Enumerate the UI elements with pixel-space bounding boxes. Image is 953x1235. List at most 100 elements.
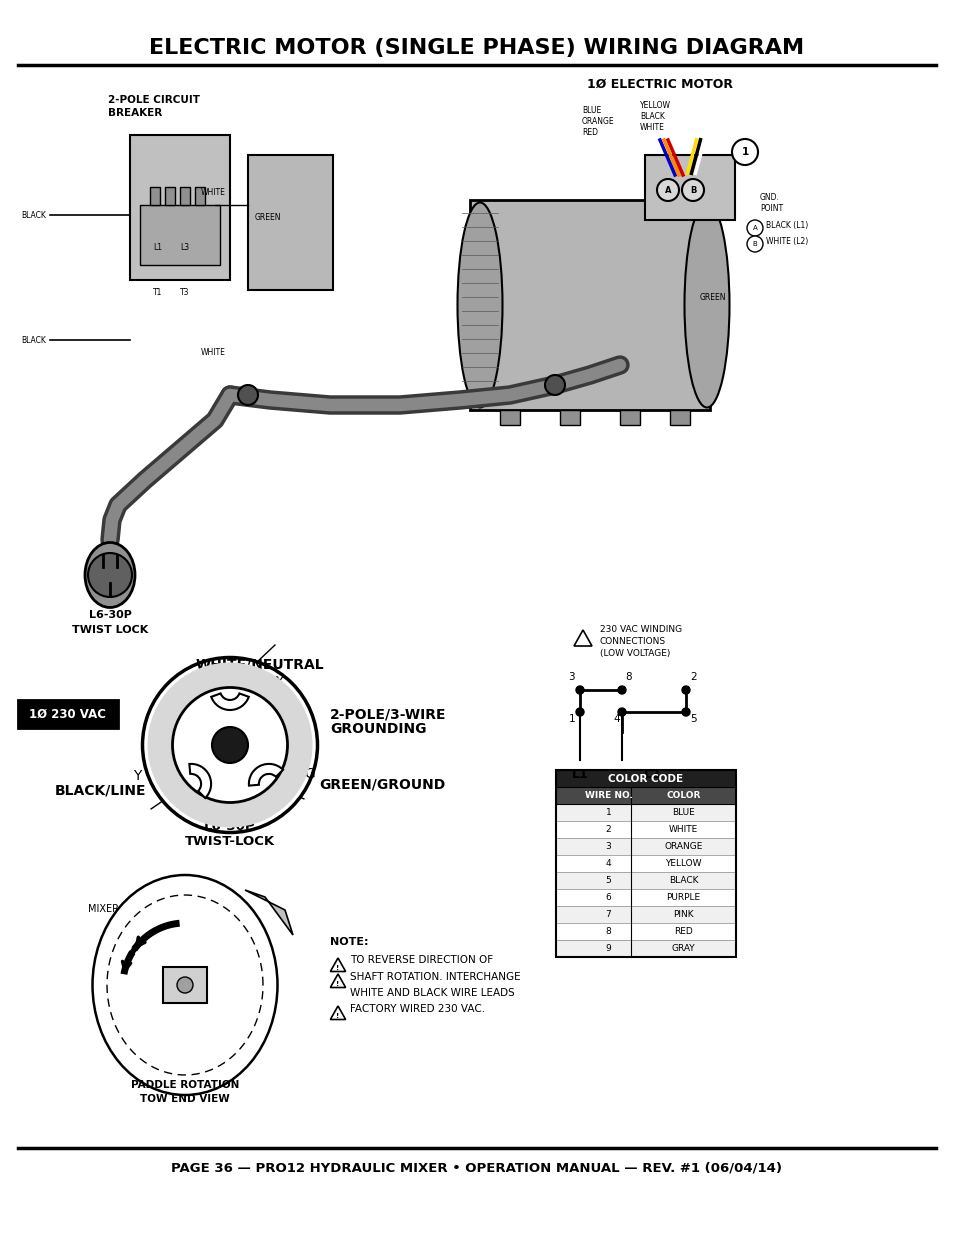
- Bar: [556, 855, 735, 872]
- Text: GREEN: GREEN: [700, 293, 726, 303]
- Text: T1: T1: [153, 288, 163, 296]
- Text: 1: 1: [605, 808, 611, 818]
- Bar: [499, 410, 519, 425]
- Text: GREEN: GREEN: [254, 212, 281, 222]
- Text: PADDLE ROTATION: PADDLE ROTATION: [131, 1079, 239, 1091]
- Text: WHITE (L2): WHITE (L2): [765, 237, 807, 246]
- Text: ELECTRIC MOTOR (SINGLE PHASE) WIRING DIAGRAM: ELECTRIC MOTOR (SINGLE PHASE) WIRING DIA…: [150, 38, 803, 58]
- Text: 2: 2: [689, 672, 696, 682]
- Text: BLACK: BLACK: [21, 336, 46, 345]
- Text: L2: L2: [643, 768, 659, 781]
- Circle shape: [576, 685, 583, 694]
- Polygon shape: [330, 974, 345, 988]
- Text: B: B: [752, 241, 757, 247]
- Text: CONNECTIONS: CONNECTIONS: [599, 637, 665, 646]
- Ellipse shape: [684, 203, 729, 408]
- Text: COLOR CODE: COLOR CODE: [608, 773, 683, 783]
- Text: BLUE: BLUE: [672, 808, 694, 818]
- Ellipse shape: [172, 688, 287, 803]
- Text: PURPLE: PURPLE: [666, 893, 700, 902]
- Bar: [165, 186, 174, 205]
- Text: 2: 2: [605, 825, 611, 834]
- Text: 5: 5: [605, 876, 611, 885]
- Text: 5: 5: [689, 714, 696, 724]
- Wedge shape: [189, 764, 211, 798]
- Text: 1Ø 230 VAC: 1Ø 230 VAC: [30, 708, 107, 720]
- Text: GRAY: GRAY: [671, 944, 695, 953]
- Text: 9: 9: [605, 944, 611, 953]
- Text: PINK: PINK: [673, 910, 693, 919]
- Text: X: X: [274, 676, 284, 689]
- Text: 7: 7: [605, 910, 611, 919]
- Bar: [180, 186, 190, 205]
- Text: WHITE: WHITE: [668, 825, 698, 834]
- Ellipse shape: [142, 657, 317, 832]
- Circle shape: [544, 375, 564, 395]
- Text: 6: 6: [605, 893, 611, 902]
- Text: WHITE AND BLACK WIRE LEADS: WHITE AND BLACK WIRE LEADS: [350, 988, 515, 998]
- Text: BLACK (L1): BLACK (L1): [765, 221, 807, 230]
- Bar: [556, 839, 735, 855]
- Bar: [644, 156, 734, 220]
- Text: 2: 2: [580, 637, 585, 643]
- Text: WHITE/NEUTRAL: WHITE/NEUTRAL: [195, 657, 324, 671]
- Text: L1: L1: [571, 768, 588, 781]
- Text: L3: L3: [180, 243, 190, 252]
- Ellipse shape: [148, 662, 313, 827]
- Text: 8: 8: [605, 927, 611, 936]
- Text: TO REVERSE DIRECTION OF: TO REVERSE DIRECTION OF: [350, 955, 493, 965]
- Bar: [556, 923, 735, 940]
- Circle shape: [618, 685, 625, 694]
- Bar: [669, 410, 689, 425]
- Bar: [556, 889, 735, 906]
- Bar: [130, 135, 230, 280]
- Text: POINT: POINT: [760, 204, 782, 212]
- Text: 1: 1: [568, 714, 575, 724]
- Ellipse shape: [457, 203, 502, 408]
- Text: FACTORY WIRED 230 VAC.: FACTORY WIRED 230 VAC.: [350, 1004, 485, 1014]
- Text: L6-30P: L6-30P: [89, 610, 132, 620]
- Text: 3: 3: [605, 842, 611, 851]
- Text: 8: 8: [624, 672, 631, 682]
- Circle shape: [746, 236, 762, 252]
- Bar: [556, 769, 735, 957]
- Text: 230 VAC WINDING: 230 VAC WINDING: [599, 625, 681, 634]
- Bar: [556, 769, 735, 787]
- Polygon shape: [574, 630, 592, 646]
- Text: GROUNDING: GROUNDING: [330, 722, 426, 736]
- Text: WHITE: WHITE: [200, 188, 225, 198]
- Circle shape: [746, 220, 762, 236]
- Text: Y: Y: [132, 769, 141, 783]
- Text: TWIST LOCK: TWIST LOCK: [71, 625, 148, 635]
- Circle shape: [657, 179, 679, 201]
- Bar: [559, 410, 579, 425]
- Text: WHITE: WHITE: [639, 124, 664, 132]
- Text: T3: T3: [180, 288, 190, 296]
- Text: COLOR: COLOR: [665, 790, 700, 800]
- Text: L1: L1: [153, 243, 162, 252]
- Circle shape: [681, 179, 703, 201]
- Bar: [163, 967, 207, 1003]
- Text: !: !: [336, 965, 339, 971]
- Bar: [556, 872, 735, 889]
- Bar: [556, 804, 735, 821]
- Circle shape: [681, 685, 689, 694]
- Text: GREEN/GROUND: GREEN/GROUND: [318, 777, 445, 790]
- Bar: [248, 156, 333, 290]
- Bar: [470, 200, 709, 410]
- Text: BREAKER: BREAKER: [108, 107, 162, 119]
- Text: 2-POLE/3-WIRE: 2-POLE/3-WIRE: [330, 706, 446, 721]
- Polygon shape: [330, 1007, 345, 1020]
- Text: 4: 4: [605, 860, 611, 868]
- Bar: [18, 700, 118, 727]
- Text: (LOW VOLTAGE): (LOW VOLTAGE): [599, 650, 670, 658]
- Text: YELLOW: YELLOW: [639, 101, 670, 110]
- Text: BLACK/LINE: BLACK/LINE: [55, 784, 147, 798]
- Circle shape: [237, 385, 257, 405]
- Circle shape: [576, 708, 583, 716]
- Text: TOW END VIEW: TOW END VIEW: [140, 1094, 230, 1104]
- Text: A: A: [664, 185, 671, 194]
- Circle shape: [731, 140, 758, 165]
- Bar: [556, 940, 735, 957]
- Text: RED: RED: [581, 128, 598, 137]
